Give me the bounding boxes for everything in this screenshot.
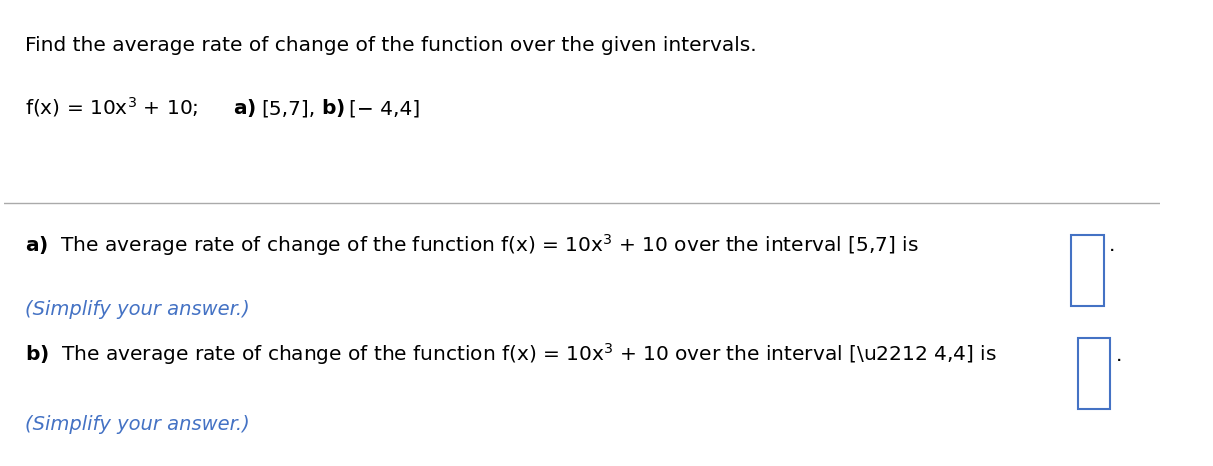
Text: (Simplify your answer.): (Simplify your answer.): [25, 415, 250, 434]
Text: Find the average rate of change of the function over the given intervals.: Find the average rate of change of the f…: [25, 36, 757, 55]
Text: .: .: [1116, 346, 1123, 365]
Text: [5,7],: [5,7],: [261, 99, 315, 118]
Text: $\mathbf{a)}$: $\mathbf{a)}$: [233, 97, 256, 119]
Text: $\mathbf{a)}$  The average rate of change of the function f(x) = 10x$^{3}$ + 10 : $\mathbf{a)}$ The average rate of change…: [25, 232, 918, 258]
Text: (Simplify your answer.): (Simplify your answer.): [25, 301, 250, 319]
Text: $\mathbf{b)}$  The average rate of change of the function f(x) = 10x$^{3}$ + 10 : $\mathbf{b)}$ The average rate of change…: [25, 342, 997, 367]
Text: f(x) = 10x$^{3}$ + 10;: f(x) = 10x$^{3}$ + 10;: [25, 95, 198, 119]
FancyBboxPatch shape: [1071, 235, 1104, 306]
FancyBboxPatch shape: [1078, 338, 1110, 409]
Text: [− 4,4]: [− 4,4]: [348, 99, 420, 118]
Text: $\mathbf{b)}$: $\mathbf{b)}$: [321, 97, 344, 119]
Text: .: .: [1110, 236, 1116, 255]
